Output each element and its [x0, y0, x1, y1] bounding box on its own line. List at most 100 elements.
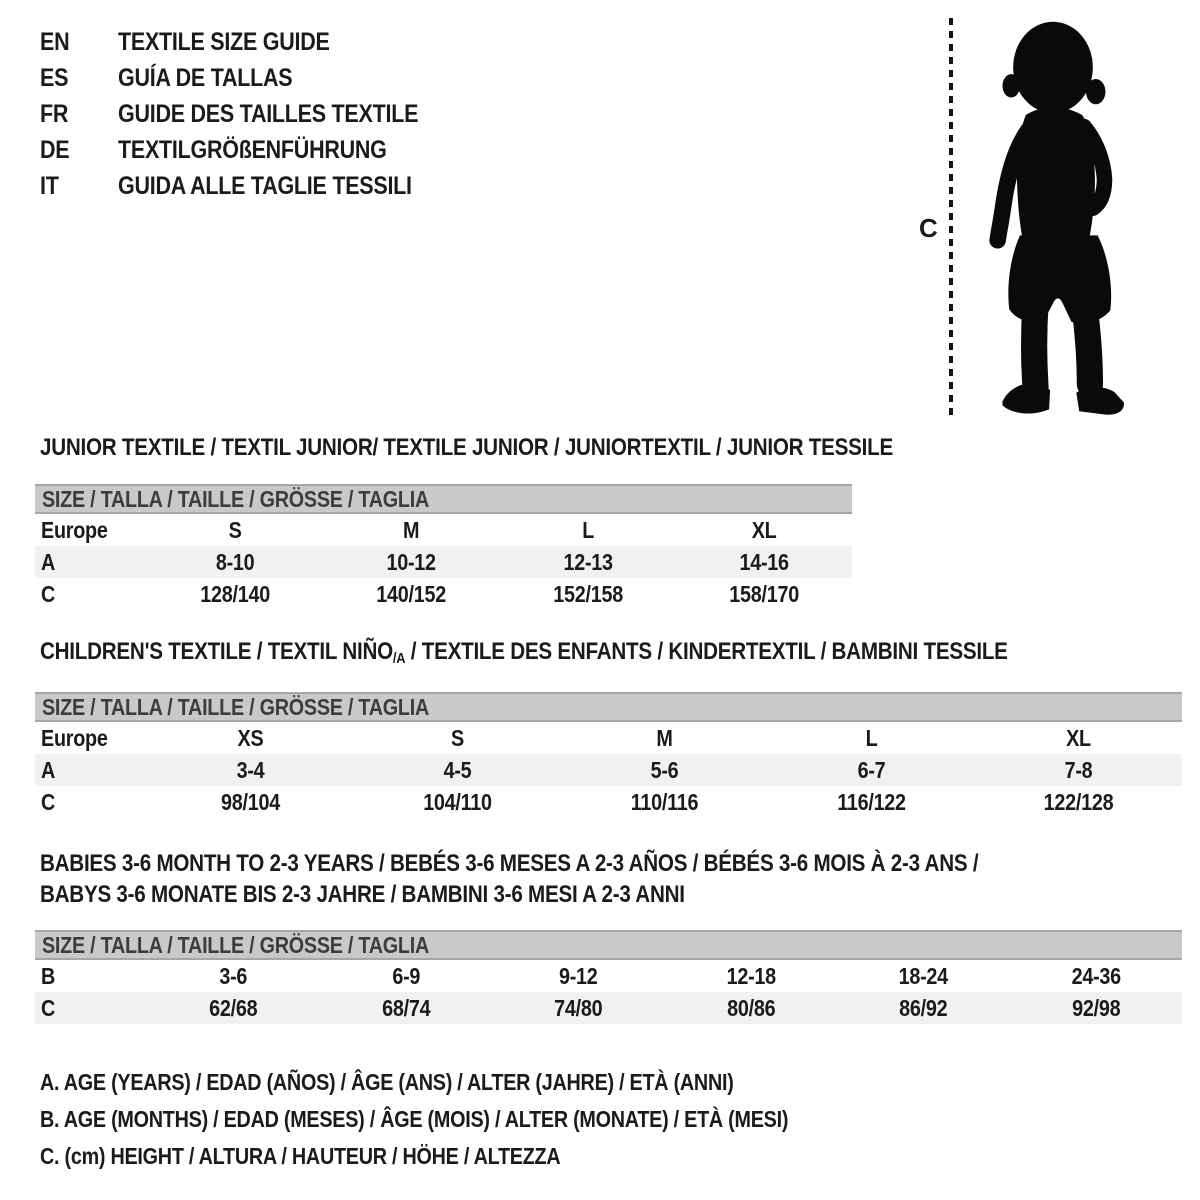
table-cell: 7-8 [1064, 756, 1093, 783]
table-cell: 10-12 [386, 548, 437, 575]
language-code: EN [40, 27, 70, 56]
table-cell: 24-36 [1071, 962, 1121, 989]
language-code: FR [40, 99, 69, 128]
table-cell: XL [751, 516, 777, 543]
table-row-age: A 3-4 4-5 5-6 6-7 7-8 [35, 754, 1182, 786]
table-cell: XL [1066, 724, 1091, 751]
babies-title-line1: BABIES 3-6 MONTH TO 2-3 YEARS / BEBÉS 3-… [40, 850, 979, 877]
row-label: C [41, 580, 56, 607]
language-row-de: DE TEXTILGRÖßENFÜHRUNG [40, 132, 467, 168]
children-title-suffix: /A [392, 650, 406, 667]
table-cell: 152/158 [552, 580, 623, 607]
table-cell: 62/68 [209, 994, 258, 1021]
size-table-header: SIZE / TALLA / TAILLE / GRÖSSE / TAGLIA [35, 930, 1182, 960]
children-title-text: CHILDREN'S TEXTILE / TEXTIL NIÑO/A / TEX… [40, 638, 1008, 667]
table-row-height: C 62/68 68/74 74/80 80/86 86/92 92/98 [35, 992, 1182, 1024]
row-label: Europe [41, 516, 108, 543]
table-cell: 140/152 [376, 580, 447, 607]
size-header-label: SIZE / TALLA / TAILLE / GRÖSSE / TAGLIA [42, 485, 429, 512]
legend-line-b-text: B. AGE (MONTHS) / EDAD (MESES) / ÂGE (MO… [40, 1106, 789, 1132]
table-cell: 3-4 [236, 756, 265, 783]
table-row-months: B 3-6 6-9 9-12 12-18 18-24 24-36 [35, 960, 1182, 992]
babies-size-table: SIZE / TALLA / TAILLE / GRÖSSE / TAGLIA … [35, 930, 1182, 1024]
toddler-silhouette-icon [989, 21, 1124, 415]
guide-title-it: GUIDA ALLE TAGLIE TESSILI [118, 171, 412, 200]
row-label: C [41, 788, 56, 815]
guide-title-fr: GUIDE DES TAILLES TEXTILE [118, 99, 419, 128]
language-code: ES [40, 63, 69, 92]
table-cell: M [656, 724, 673, 751]
language-row-it: IT GUIDA ALLE TAGLIE TESSILI [40, 168, 467, 204]
junior-size-table: SIZE / TALLA / TAILLE / GRÖSSE / TAGLIA … [35, 484, 852, 610]
table-row-height: C 128/140 140/152 152/158 158/170 [35, 578, 852, 610]
table-cell: 12-18 [726, 962, 776, 989]
table-cell: 158/170 [729, 580, 799, 607]
legend-line-b: B. AGE (MONTHS) / EDAD (MESES) / ÂGE (MO… [40, 1101, 910, 1138]
table-cell: 6-9 [391, 962, 420, 989]
table-cell: 92/98 [1071, 994, 1120, 1021]
table-cell: 9-12 [558, 962, 598, 989]
table-cell: 104/110 [423, 788, 492, 815]
table-cell: S [228, 516, 242, 543]
table-row-height: C 98/104 104/110 110/116 116/122 122/128 [35, 786, 1182, 818]
table-cell: L [581, 516, 594, 543]
size-table-header: SIZE / TALLA / TAILLE / GRÖSSE / TAGLIA [35, 692, 1182, 722]
height-measure-label: C [919, 213, 938, 243]
table-row-age: A 8-10 10-12 12-13 14-16 [35, 546, 852, 578]
table-cell: 110/116 [630, 788, 699, 815]
guide-title-en: TEXTILE SIZE GUIDE [118, 27, 330, 56]
language-row-fr: FR GUIDE DES TAILLES TEXTILE [40, 96, 467, 132]
table-cell: 5-6 [650, 756, 679, 783]
language-code: IT [40, 171, 59, 200]
row-label: Europe [41, 724, 108, 751]
table-cell: M [403, 516, 420, 543]
table-cell: 6-7 [857, 756, 886, 783]
row-label: C [41, 994, 56, 1021]
table-cell: 4-5 [443, 756, 472, 783]
guide-title-de: TEXTILGRÖßENFÜHRUNG [118, 135, 387, 164]
row-label: B [41, 962, 56, 989]
language-title-list: EN TEXTILE SIZE GUIDE ES GUÍA DE TALLAS … [40, 24, 467, 204]
legend-line-c-text: C. (cm) HEIGHT / ALTURA / HAUTEUR / HÖHE… [40, 1143, 561, 1169]
guide-title-es: GUÍA DE TALLAS [118, 63, 293, 92]
table-cell: 80/86 [726, 994, 775, 1021]
row-label: A [41, 548, 56, 575]
size-header-label: SIZE / TALLA / TAILLE / GRÖSSE / TAGLIA [42, 931, 429, 958]
table-cell: 74/80 [554, 994, 603, 1021]
children-size-table: SIZE / TALLA / TAILLE / GRÖSSE / TAGLIA … [35, 692, 1182, 818]
table-cell: L [865, 724, 878, 751]
height-measure-dashed-line [949, 18, 953, 415]
table-cell: 8-10 [215, 548, 255, 575]
table-cell: 122/128 [1043, 788, 1114, 815]
legend-line-c: C. (cm) HEIGHT / ALTURA / HAUTEUR / HÖHE… [40, 1138, 910, 1175]
table-cell: 86/92 [899, 994, 948, 1021]
measure-legend: A. AGE (YEARS) / EDAD (AÑOS) / ÂGE (ANS)… [40, 1064, 910, 1175]
size-header-label: SIZE / TALLA / TAILLE / GRÖSSE / TAGLIA [42, 693, 429, 720]
table-cell: 14-16 [739, 548, 789, 575]
table-cell: 12-13 [562, 548, 613, 575]
table-row-europe: Europe XS S M L XL [35, 722, 1182, 754]
language-row-en: EN TEXTILE SIZE GUIDE [40, 24, 467, 60]
table-cell: 128/140 [200, 580, 270, 607]
language-code: DE [40, 135, 70, 164]
junior-section-title: JUNIOR TEXTILE / TEXTIL JUNIOR/ TEXTILE … [40, 434, 1032, 462]
table-cell: 98/104 [221, 788, 280, 815]
height-measure-figure: C [905, 10, 1150, 422]
size-table-header: SIZE / TALLA / TAILLE / GRÖSSE / TAGLIA [35, 484, 852, 514]
table-row-europe: Europe S M L XL [35, 514, 852, 546]
table-cell: XS [237, 724, 264, 751]
babies-section-title: BABIES 3-6 MONTH TO 2-3 YEARS / BEBÉS 3-… [40, 848, 1131, 910]
table-cell: 18-24 [898, 962, 949, 989]
row-label: A [41, 756, 56, 783]
children-section-title: CHILDREN'S TEXTILE / TEXTIL NIÑO/A / TEX… [40, 638, 1165, 667]
junior-title-text: JUNIOR TEXTILE / TEXTIL JUNIOR/ TEXTILE … [40, 434, 893, 461]
babies-title-line2: BABYS 3-6 MONATE BIS 2-3 JAHRE / BAMBINI… [40, 881, 685, 908]
table-cell: S [451, 724, 464, 751]
table-cell: 3-6 [219, 962, 248, 989]
language-row-es: ES GUÍA DE TALLAS [40, 60, 467, 96]
table-cell: 116/122 [837, 788, 906, 815]
legend-line-a: A. AGE (YEARS) / EDAD (AÑOS) / ÂGE (ANS)… [40, 1064, 910, 1101]
legend-line-a-text: A. AGE (YEARS) / EDAD (AÑOS) / ÂGE (ANS)… [40, 1069, 734, 1095]
table-cell: 68/74 [381, 994, 430, 1021]
